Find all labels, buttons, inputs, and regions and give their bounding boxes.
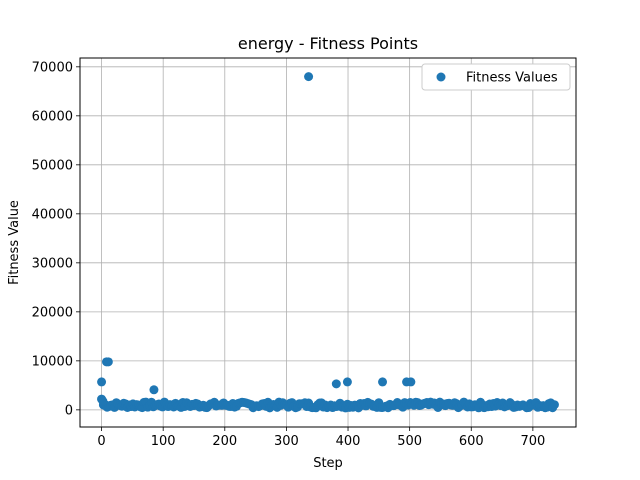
data-point	[549, 400, 559, 410]
legend-marker	[436, 72, 446, 82]
y-tick-label: 70000	[32, 60, 73, 75]
legend: Fitness Values	[421, 63, 571, 91]
y-tick-label: 10000	[32, 354, 73, 369]
y-tick-label: 40000	[32, 207, 73, 222]
x-tick-label: 500	[397, 434, 422, 449]
x-tick-label: 200	[212, 434, 237, 449]
data-point	[378, 377, 388, 387]
data-point	[406, 377, 416, 387]
y-axis-label: Fitness Value	[7, 200, 22, 285]
x-tick-label: 100	[151, 434, 176, 449]
legend-label: Fitness Values	[466, 71, 558, 86]
axes-frame	[79, 57, 577, 428]
data-point	[342, 377, 352, 387]
chart-title: energy - Fitness Points	[238, 34, 418, 53]
y-tick-label: 30000	[32, 256, 73, 271]
y-tick-label: 0	[65, 403, 73, 418]
x-tick-label: 300	[274, 434, 299, 449]
x-tick-label: 400	[336, 434, 361, 449]
x-tick-label: 0	[97, 434, 105, 449]
data-point	[304, 72, 314, 82]
data-point	[149, 385, 159, 395]
grid	[80, 58, 576, 427]
y-tick-label: 60000	[32, 109, 73, 124]
x-tick-label: 600	[459, 434, 484, 449]
x-tick-label: 700	[520, 434, 545, 449]
data-point	[98, 396, 108, 406]
legend-box	[421, 63, 571, 91]
data-point	[331, 379, 341, 389]
data-point	[103, 357, 113, 367]
x-axis-label: Step	[313, 456, 343, 471]
axis-ticks: 0 100 200 300 400 500 600 700 0 10000 20000 30000 40…	[32, 60, 546, 449]
data-points	[97, 72, 559, 413]
y-tick-label: 20000	[32, 305, 73, 320]
y-tick-label: 50000	[32, 158, 73, 173]
data-point	[97, 377, 107, 387]
